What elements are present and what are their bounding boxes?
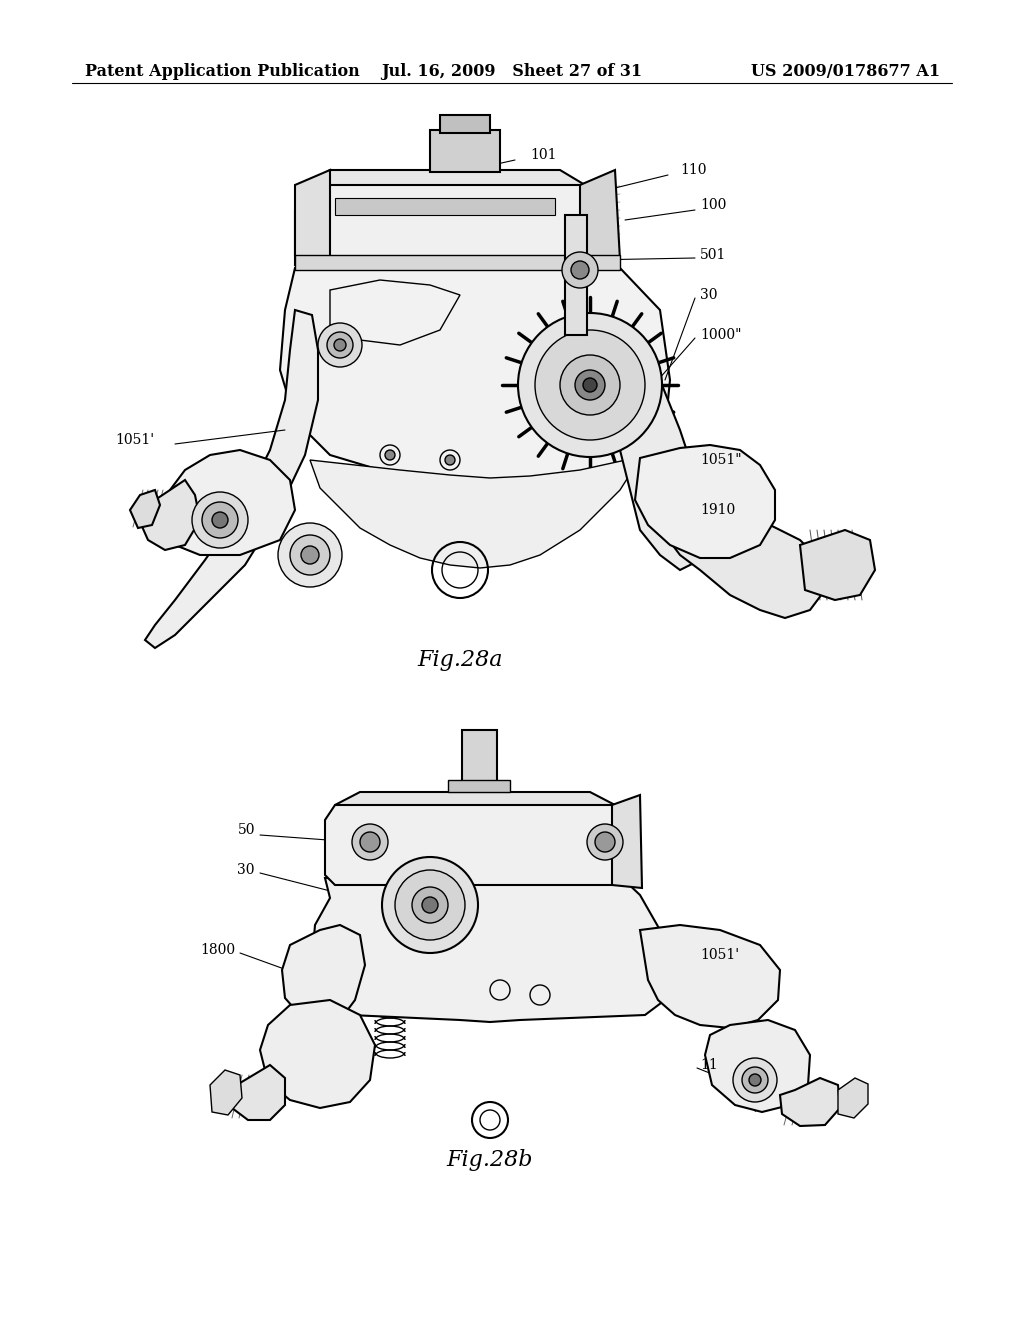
Circle shape [422,898,438,913]
Polygon shape [145,310,318,648]
Bar [449,780,510,792]
Circle shape [360,832,380,851]
Circle shape [595,832,615,851]
Circle shape [412,887,449,923]
Polygon shape [310,436,655,568]
Polygon shape [640,925,780,1028]
Text: 1910: 1910 [700,503,735,517]
Polygon shape [838,1078,868,1118]
Polygon shape [295,185,590,265]
Circle shape [334,339,346,351]
Polygon shape [210,1071,242,1115]
Circle shape [587,824,623,861]
Polygon shape [325,805,622,884]
Text: 1051': 1051' [115,433,155,447]
Polygon shape [635,445,775,558]
Text: US 2009/0178677 A1: US 2009/0178677 A1 [751,63,940,81]
Bar [440,115,490,133]
Text: 30: 30 [238,863,255,876]
Polygon shape [335,792,615,818]
Circle shape [749,1074,761,1086]
Polygon shape [260,1001,375,1107]
Polygon shape [295,170,330,265]
Circle shape [445,455,455,465]
Text: 100: 100 [700,198,726,213]
Bar [462,730,497,785]
Text: 1051': 1051' [700,948,739,962]
Bar [295,255,620,271]
Polygon shape [130,490,160,528]
Circle shape [560,355,620,414]
Text: 101: 101 [530,148,556,162]
Polygon shape [280,268,670,480]
Polygon shape [312,878,668,1022]
Text: 1800: 1800 [200,942,234,957]
Circle shape [212,512,228,528]
Circle shape [352,824,388,861]
Text: 30: 30 [700,288,718,302]
Polygon shape [335,198,555,215]
Circle shape [385,450,395,459]
Text: 110: 110 [680,162,707,177]
Circle shape [583,378,597,392]
Text: Jul. 16, 2009   Sheet 27 of 31: Jul. 16, 2009 Sheet 27 of 31 [381,63,643,81]
Bar [430,129,500,172]
Circle shape [290,535,330,576]
Circle shape [395,870,465,940]
Circle shape [202,502,238,539]
Polygon shape [580,170,620,265]
Circle shape [575,370,605,400]
Circle shape [535,330,645,440]
Text: 50: 50 [238,822,255,837]
Polygon shape [800,531,874,601]
Circle shape [278,523,342,587]
Circle shape [382,857,478,953]
Circle shape [733,1059,777,1102]
Polygon shape [140,480,200,550]
Polygon shape [620,360,710,570]
Circle shape [742,1067,768,1093]
Polygon shape [612,795,642,888]
Circle shape [562,252,598,288]
Circle shape [518,313,662,457]
Polygon shape [282,925,365,1026]
Text: 1051": 1051" [700,453,741,467]
Polygon shape [168,450,295,554]
Polygon shape [665,480,825,618]
Text: Fig.28b: Fig.28b [446,1148,534,1171]
Text: Fig.28a: Fig.28a [417,649,503,671]
Circle shape [327,333,353,358]
Text: Patent Application Publication: Patent Application Publication [85,63,359,81]
Text: 11: 11 [700,1059,718,1072]
Polygon shape [228,1065,285,1119]
Circle shape [301,546,319,564]
Bar [565,215,587,335]
Text: 501: 501 [700,248,726,261]
Circle shape [318,323,362,367]
Circle shape [193,492,248,548]
Polygon shape [705,1020,810,1111]
Text: 1000": 1000" [700,327,741,342]
Text: 12: 12 [217,1078,234,1092]
Circle shape [571,261,589,279]
Polygon shape [780,1078,840,1126]
Polygon shape [305,170,585,201]
